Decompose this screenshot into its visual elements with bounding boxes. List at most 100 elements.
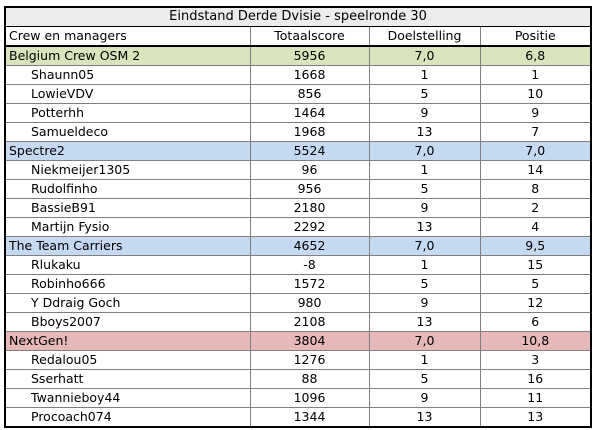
manager-total-score: 1668 xyxy=(249,65,370,85)
manager-name: LowieVDV xyxy=(4,84,251,104)
manager-position: 6 xyxy=(479,312,592,332)
header-crew-managers: Crew en managers xyxy=(4,26,251,47)
manager-name: Potterhh xyxy=(4,103,251,123)
manager-row: Sserhatt 88 5 16 xyxy=(4,369,592,389)
manager-total-score: 1572 xyxy=(249,274,370,294)
manager-target: 9 xyxy=(368,388,481,408)
manager-position: 9 xyxy=(479,103,592,123)
crew-target: 7,0 xyxy=(368,141,481,161)
crew-name: NextGen! xyxy=(4,331,251,351)
standings-sheet: Eindstand Derde Dvisie - speelronde 30 C… xyxy=(4,6,592,428)
manager-position: 14 xyxy=(479,160,592,180)
manager-total-score: 980 xyxy=(249,293,370,313)
manager-target: 9 xyxy=(368,103,481,123)
manager-name: Shaunn05 xyxy=(4,65,251,85)
manager-name: Robinho666 xyxy=(4,274,251,294)
manager-row: Shaunn05 1668 1 1 xyxy=(4,65,592,85)
header-total-score: Totaalscore xyxy=(249,26,370,47)
crew-target: 7,0 xyxy=(368,331,481,351)
title-row: Eindstand Derde Dvisie - speelronde 30 xyxy=(4,6,592,27)
manager-total-score: 2180 xyxy=(249,198,370,218)
standings-table: Eindstand Derde Dvisie - speelronde 30 C… xyxy=(4,6,592,428)
manager-position: 15 xyxy=(479,255,592,275)
manager-position: 11 xyxy=(479,388,592,408)
manager-name: Rlukaku xyxy=(4,255,251,275)
manager-total-score: -8 xyxy=(249,255,370,275)
crew-row: The Team Carriers 4652 7,0 9,5 xyxy=(4,236,592,256)
manager-total-score: 1464 xyxy=(249,103,370,123)
manager-total-score: 88 xyxy=(249,369,370,389)
manager-target: 13 xyxy=(368,312,481,332)
manager-position: 8 xyxy=(479,179,592,199)
manager-target: 13 xyxy=(368,122,481,142)
manager-total-score: 856 xyxy=(249,84,370,104)
table-title: Eindstand Derde Dvisie - speelronde 30 xyxy=(4,6,592,27)
crew-position: 10,8 xyxy=(479,331,592,351)
crew-total-score: 4652 xyxy=(249,236,370,256)
manager-total-score: 1968 xyxy=(249,122,370,142)
manager-target: 5 xyxy=(368,179,481,199)
manager-name: Rudolfinho xyxy=(4,179,251,199)
manager-name: Sserhatt xyxy=(4,369,251,389)
manager-target: 5 xyxy=(368,274,481,294)
manager-position: 12 xyxy=(479,293,592,313)
manager-target: 5 xyxy=(368,369,481,389)
crew-row: Spectre2 5524 7,0 7,0 xyxy=(4,141,592,161)
manager-target: 13 xyxy=(368,217,481,237)
manager-row: Bboys2007 2108 13 6 xyxy=(4,312,592,332)
manager-row: BassieB91 2180 9 2 xyxy=(4,198,592,218)
manager-row: Martijn Fysio 2292 13 4 xyxy=(4,217,592,237)
manager-name: Samueldeco xyxy=(4,122,251,142)
manager-position: 10 xyxy=(479,84,592,104)
manager-target: 9 xyxy=(368,293,481,313)
crew-name: Spectre2 xyxy=(4,141,251,161)
manager-total-score: 956 xyxy=(249,179,370,199)
manager-position: 2 xyxy=(479,198,592,218)
manager-total-score: 96 xyxy=(249,160,370,180)
manager-total-score: 1276 xyxy=(249,350,370,370)
manager-row: Redalou05 1276 1 3 xyxy=(4,350,592,370)
manager-name: Y Ddraig Goch xyxy=(4,293,251,313)
crew-position: 9,5 xyxy=(479,236,592,256)
manager-target: 1 xyxy=(368,255,481,275)
crew-name: The Team Carriers xyxy=(4,236,251,256)
manager-target: 1 xyxy=(368,65,481,85)
manager-row: Procoach074 1344 13 13 xyxy=(4,407,592,428)
header-position: Positie xyxy=(479,26,592,47)
crew-row: NextGen! 3804 7,0 10,8 xyxy=(4,331,592,351)
crew-name: Belgium Crew OSM 2 xyxy=(4,45,251,66)
crew-total-score: 5524 xyxy=(249,141,370,161)
header-row: Crew en managers Totaalscore Doelstellin… xyxy=(4,26,592,47)
manager-name: Bboys2007 xyxy=(4,312,251,332)
manager-row: Y Ddraig Goch 980 9 12 xyxy=(4,293,592,313)
manager-target: 5 xyxy=(368,84,481,104)
crew-total-score: 5956 xyxy=(249,45,370,66)
header-target: Doelstelling xyxy=(368,26,481,47)
manager-position: 3 xyxy=(479,350,592,370)
crew-target: 7,0 xyxy=(368,236,481,256)
manager-row: Rlukaku -8 1 15 xyxy=(4,255,592,275)
manager-name: Martijn Fysio xyxy=(4,217,251,237)
manager-name: Redalou05 xyxy=(4,350,251,370)
crew-target: 7,0 xyxy=(368,45,481,66)
manager-name: Procoach074 xyxy=(4,407,251,428)
manager-position: 7 xyxy=(479,122,592,142)
manager-row: Potterhh 1464 9 9 xyxy=(4,103,592,123)
manager-target: 9 xyxy=(368,198,481,218)
crew-position: 7,0 xyxy=(479,141,592,161)
crew-row: Belgium Crew OSM 2 5956 7,0 6,8 xyxy=(4,45,592,66)
manager-position: 5 xyxy=(479,274,592,294)
crew-total-score: 3804 xyxy=(249,331,370,351)
manager-name: Niekmeijer1305 xyxy=(4,160,251,180)
manager-target: 1 xyxy=(368,160,481,180)
manager-row: LowieVDV 856 5 10 xyxy=(4,84,592,104)
manager-row: Rudolfinho 956 5 8 xyxy=(4,179,592,199)
manager-row: Robinho666 1572 5 5 xyxy=(4,274,592,294)
manager-name: Twannieboy44 xyxy=(4,388,251,408)
manager-target: 13 xyxy=(368,407,481,428)
manager-total-score: 1096 xyxy=(249,388,370,408)
manager-position: 4 xyxy=(479,217,592,237)
manager-total-score: 2108 xyxy=(249,312,370,332)
manager-row: Samueldeco 1968 13 7 xyxy=(4,122,592,142)
manager-total-score: 1344 xyxy=(249,407,370,428)
